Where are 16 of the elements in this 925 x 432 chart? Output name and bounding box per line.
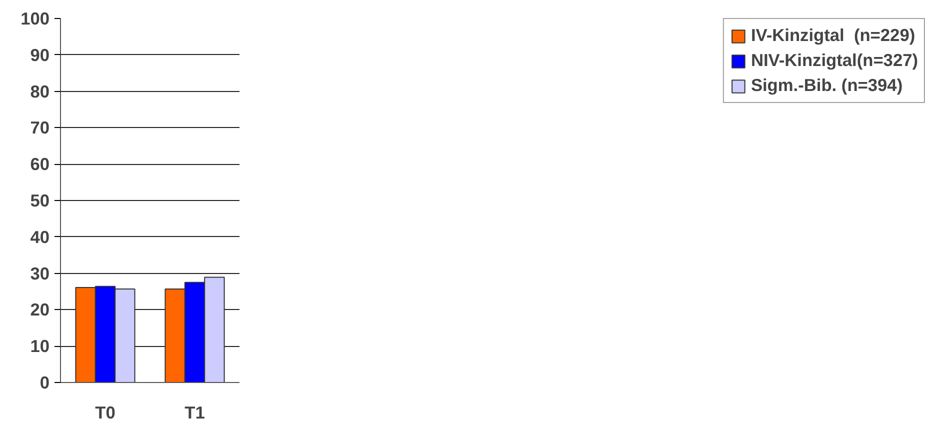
y-tick-label: 30 [30,263,50,284]
y-tick-label: 50 [30,190,50,210]
y-tick-label: 0 [40,372,50,392]
x-tick-label: T0 [95,402,116,422]
y-tick-label: 80 [30,81,50,102]
legend-label: NIV-Kinzigtal(n=327) [750,50,918,71]
y-tick-label: 20 [30,300,50,320]
y-tick-label: 100 [20,8,50,28]
legend-label: Sigm.-Bib. (n=394) [750,75,903,96]
y-tick-label: 40 [30,226,50,247]
legend-label: IV-Kinzigtal (n=229) [750,25,916,46]
y-tick-label: 10 [30,336,50,356]
y-tick-label: 90 [30,44,50,65]
x-tick-label: T1 [184,402,206,422]
y-tick-label: 60 [30,154,50,174]
y-tick-label: 70 [30,118,50,138]
